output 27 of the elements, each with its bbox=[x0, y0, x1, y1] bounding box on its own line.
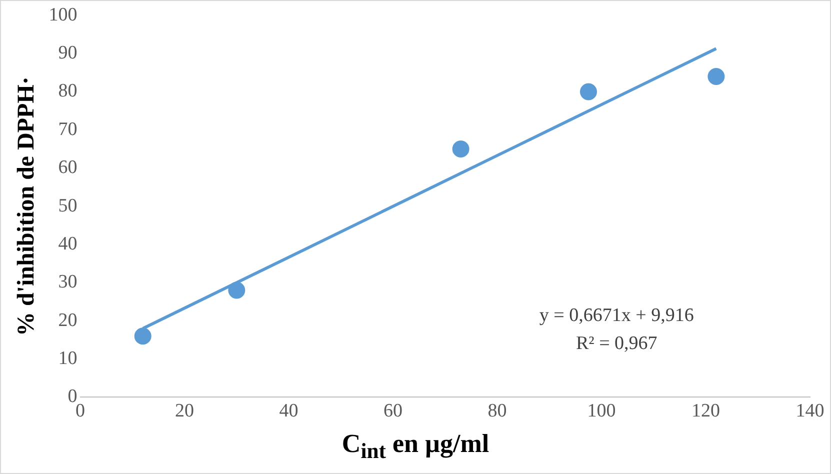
y-tick-label: 0 bbox=[68, 386, 78, 408]
y-tick-label: 40 bbox=[58, 233, 78, 254]
x-tick-label: 140 bbox=[796, 400, 824, 422]
x-tick-label: 120 bbox=[692, 400, 720, 422]
x-axis-title: C$_{int}$ en µg/ml bbox=[340, 429, 490, 464]
point bbox=[134, 328, 152, 345]
y-tick-label: 80 bbox=[58, 80, 78, 102]
y-tick-label: 50 bbox=[58, 195, 78, 216]
point bbox=[452, 140, 470, 158]
x-tick-label: 80 bbox=[488, 400, 507, 422]
y-tick-label: 60 bbox=[58, 157, 78, 178]
y-tick-label: 90 bbox=[58, 42, 78, 64]
annotation: R² = 0,967 bbox=[576, 332, 658, 354]
y-tick-label: 30 bbox=[58, 272, 78, 293]
y-tick-label: 10 bbox=[58, 348, 78, 370]
y-tick-label: 70 bbox=[58, 118, 78, 140]
y-tick-label: 20 bbox=[58, 310, 78, 331]
x-tick-label: 60 bbox=[384, 400, 403, 422]
y-tick-label: 100 bbox=[48, 4, 78, 26]
y-axis-title: % d'inhibition de DPPH· bbox=[14, 76, 40, 336]
point bbox=[580, 83, 597, 100]
annotation: y = 0,6671x + 9,916 bbox=[539, 304, 694, 326]
x-tick-label: 100 bbox=[587, 400, 616, 422]
point bbox=[228, 282, 246, 299]
x-tick-label: 40 bbox=[279, 400, 298, 422]
x-tick-label: 20 bbox=[175, 400, 194, 422]
point bbox=[708, 68, 725, 85]
